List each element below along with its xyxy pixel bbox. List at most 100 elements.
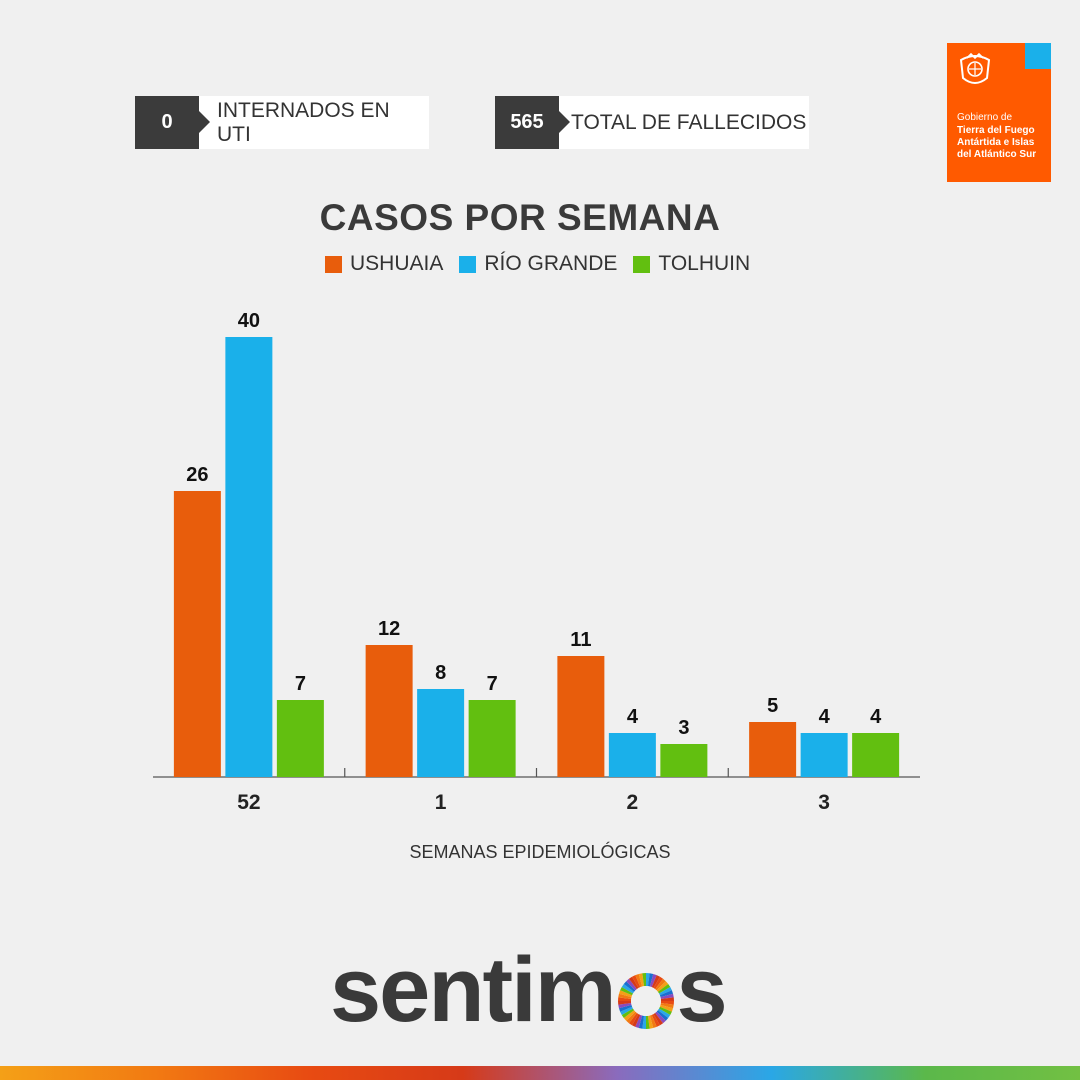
data-label: 11	[570, 629, 591, 651]
color-wheel-segment	[660, 997, 674, 1001]
color-wheel-segment	[638, 1015, 644, 1029]
data-label: 26	[186, 464, 208, 486]
color-wheel-segment	[654, 978, 666, 991]
color-wheel-segment	[623, 1010, 635, 1021]
color-wheel-segment	[621, 983, 634, 994]
color-wheel-segment	[634, 1014, 642, 1029]
bar-tolhuin	[468, 700, 516, 777]
color-wheel-segment	[647, 973, 653, 987]
color-wheel-segment	[628, 1012, 639, 1026]
color-wheel-segment	[651, 1013, 660, 1027]
color-wheel-segment	[658, 1006, 672, 1015]
brand-logo: sentim s	[330, 939, 728, 1041]
color-wheel-segment	[641, 1015, 646, 1029]
color-wheel-segment	[659, 990, 673, 998]
color-wheel-segment	[651, 975, 660, 989]
bar-r-o-grande	[608, 733, 656, 777]
color-wheel-segment	[617, 997, 631, 1001]
color-wheel-segment	[634, 973, 642, 988]
bar-r-o-grande	[225, 337, 273, 777]
color-wheel-segment	[657, 1008, 670, 1019]
color-wheel-segment	[660, 993, 674, 1000]
x-tick-label: 1	[435, 791, 447, 814]
legend-item-rio-grande: RÍO GRANDE	[459, 252, 617, 276]
color-wheel-segment	[638, 973, 644, 987]
rainbow-bar	[0, 1066, 1080, 1080]
x-tick-label: 3	[818, 791, 830, 814]
brand-text-start: sentim	[330, 939, 617, 1041]
legend-swatch-tolhuin	[633, 255, 651, 273]
color-wheel-segment	[619, 987, 633, 996]
color-wheel-segment	[617, 1002, 632, 1009]
color-wheel-segment	[641, 973, 646, 987]
legend-item-ushuaia: USHUAIA	[325, 252, 443, 276]
color-wheel-center	[630, 986, 661, 1016]
logo-text-gobierno: Gobierno de	[957, 112, 1013, 123]
government-logo: Gobierno de Tierra del Fuego Antártida e…	[947, 43, 1051, 182]
bar-ushuaia	[173, 491, 221, 777]
logo-text-province: Tierra del Fuego Antártida e Islas del A…	[957, 125, 1037, 160]
color-wheel-icon	[617, 973, 674, 1029]
color-wheel-segment	[625, 978, 637, 991]
color-wheel-segment	[621, 1008, 634, 1019]
color-wheel-segment	[645, 1015, 650, 1029]
color-wheel-segment	[628, 976, 639, 990]
data-label: 12	[378, 618, 400, 640]
bar-tolhuin	[276, 700, 324, 777]
chart-legend: USHUAIA RÍO GRANDE TOLHUIN	[325, 251, 766, 277]
legend-swatch-ushuaia	[325, 255, 342, 273]
data-label: 7	[487, 673, 498, 695]
stat-fallecidos-label: TOTAL DE FALLECIDOS	[559, 96, 809, 149]
color-wheel-segment	[653, 976, 663, 990]
logo-fold	[1025, 43, 1051, 69]
stat-fallecidos-value: 565	[495, 96, 570, 149]
color-wheel-segment	[656, 1010, 668, 1021]
legend-label-ushuaia: USHUAIA	[350, 252, 444, 275]
data-label: 7	[295, 673, 306, 695]
data-label: 5	[767, 695, 778, 717]
color-wheel-segment	[645, 973, 650, 987]
data-label: 4	[870, 706, 882, 728]
color-wheel-segment	[618, 990, 632, 998]
x-tick-label: 52	[237, 791, 260, 814]
color-wheel-segment	[649, 1014, 657, 1029]
color-wheel-segment	[619, 1006, 633, 1015]
bar-tolhuin	[660, 744, 708, 777]
color-wheel-segment	[625, 1011, 637, 1024]
color-wheel-segment	[660, 1001, 674, 1005]
bar-ushuaia	[749, 722, 797, 777]
color-wheel-segment	[660, 1002, 674, 1009]
stat-internados-label: INTERNADOS EN UTI	[199, 96, 429, 149]
color-wheel-segment	[659, 1004, 673, 1012]
provincial-seal-icon	[959, 52, 991, 84]
color-wheel-segment	[617, 1001, 631, 1005]
data-label: 3	[678, 717, 689, 739]
legend-swatch-rio-grande	[459, 255, 477, 273]
color-wheel-segment	[617, 993, 632, 1000]
color-wheel-segment	[657, 983, 670, 994]
brand-text-end: s	[676, 939, 728, 1041]
bar-ushuaia	[557, 656, 605, 777]
bar-r-o-grande	[417, 689, 465, 777]
data-label: 4	[627, 706, 639, 728]
chart-title: CASOS POR SEMANA	[319, 197, 721, 238]
color-wheel-segment	[649, 973, 657, 988]
stat-internados: 0 INTERNADOS EN UTI	[135, 96, 429, 149]
color-wheel-segment	[654, 1011, 666, 1024]
bar-tolhuin	[852, 733, 900, 777]
bar-r-o-grande	[800, 733, 848, 777]
stat-internados-value: 0	[135, 96, 210, 149]
color-wheel-segment	[647, 1015, 653, 1029]
bar-ushuaia	[365, 645, 413, 777]
x-axis-title: SEMANAS EPIDEMIOLÓGICAS	[409, 842, 671, 862]
color-wheel-segment	[656, 981, 668, 992]
color-wheel-segment	[631, 1013, 640, 1027]
data-label: 8	[435, 662, 446, 684]
color-wheel-segment	[658, 987, 672, 996]
data-label: 4	[819, 706, 831, 728]
legend-label-tolhuin: TOLHUIN	[658, 252, 751, 275]
color-wheel-segment	[618, 1004, 632, 1012]
color-wheel-segment	[623, 981, 635, 992]
data-label: 40	[238, 310, 260, 332]
legend-label-rio-grande: RÍO GRANDE	[484, 252, 618, 275]
